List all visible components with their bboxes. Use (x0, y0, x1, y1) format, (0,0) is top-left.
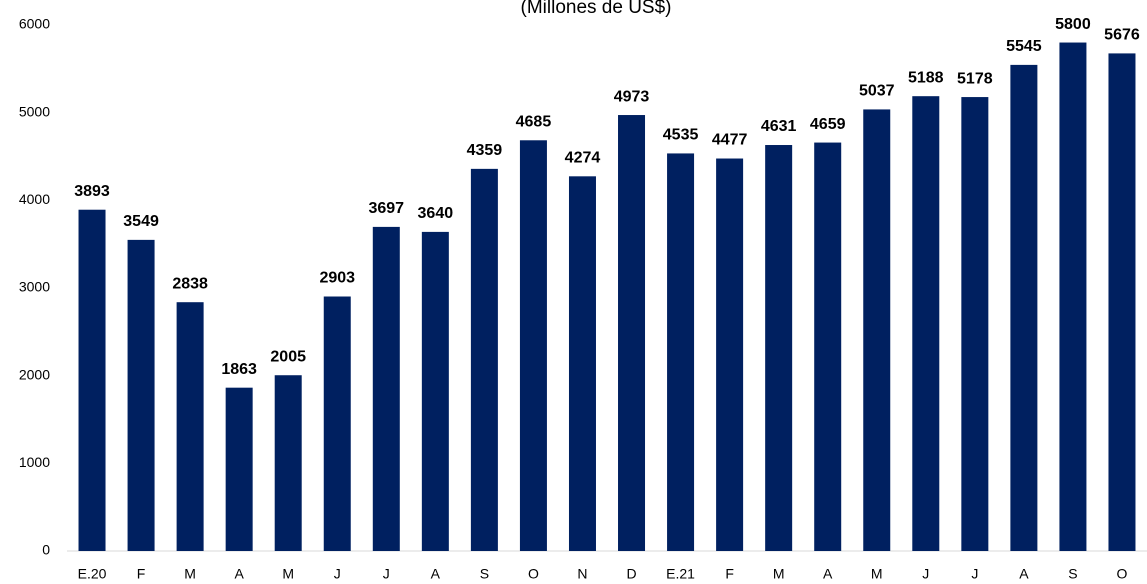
x-tick-label: J (383, 566, 390, 582)
bar (176, 302, 204, 551)
x-tick-label: J (922, 566, 929, 582)
x-tick-label: J (334, 566, 341, 582)
bar (765, 145, 793, 551)
x-tick-label: M (184, 566, 196, 582)
bar (568, 176, 596, 551)
bar (372, 226, 400, 551)
value-label: 4535 (663, 127, 699, 144)
x-tick-label: A (1019, 566, 1029, 582)
y-tick-label: 5000 (19, 103, 50, 119)
value-label: 2903 (319, 270, 355, 287)
value-label: 3893 (74, 183, 110, 200)
bar (323, 296, 351, 551)
x-tick-label: E.20 (78, 566, 107, 582)
value-label: 5676 (1104, 27, 1140, 44)
x-tick-label: F (725, 566, 734, 582)
x-tick-label: F (137, 566, 146, 582)
y-tick-label: 3000 (19, 279, 50, 295)
bar (225, 387, 253, 551)
value-label: 4359 (467, 142, 503, 159)
bar (1010, 64, 1038, 551)
value-label: 5545 (1006, 38, 1042, 55)
value-label: 2838 (172, 275, 208, 292)
x-tick-label: M (773, 566, 785, 582)
value-label: 4631 (761, 118, 797, 135)
x-tick-label: A (431, 566, 441, 582)
bar (421, 231, 449, 552)
x-tick-label: O (1117, 566, 1128, 582)
value-label: 1863 (221, 361, 257, 378)
y-tick-label: 6000 (19, 16, 50, 32)
value-label: 3640 (418, 205, 454, 222)
bar (814, 142, 842, 551)
x-tick-label: M (282, 566, 294, 582)
value-label: 4973 (614, 88, 650, 105)
x-tick-label: E.21 (666, 566, 695, 582)
bar (618, 115, 646, 552)
value-label: 3549 (123, 213, 159, 230)
value-label: 2005 (270, 348, 306, 365)
bar (1108, 53, 1136, 552)
x-tick-label: D (626, 566, 636, 582)
x-tick-label: S (480, 566, 489, 582)
value-label: 4477 (712, 132, 748, 149)
bar (470, 168, 498, 551)
value-label: 4659 (810, 116, 846, 133)
bar (863, 109, 891, 551)
x-tick-label: A (823, 566, 833, 582)
bar (1059, 42, 1087, 552)
x-tick-label: A (234, 566, 244, 582)
value-label: 4685 (516, 114, 552, 131)
bar (78, 209, 106, 551)
x-tick-label: M (871, 566, 883, 582)
x-tick-label: J (971, 566, 978, 582)
x-tick-label: N (577, 566, 587, 582)
chart-subtitle: (Millones de US$) (521, 0, 672, 18)
bar (961, 97, 989, 551)
value-label: 5037 (859, 83, 895, 100)
y-tick-label: 2000 (19, 366, 50, 382)
y-tick-label: 0 (42, 542, 50, 558)
bar (667, 153, 695, 551)
y-tick-label: 4000 (19, 191, 50, 207)
value-label: 4274 (565, 150, 601, 167)
value-label: 5178 (957, 70, 993, 87)
x-tick-label: S (1068, 566, 1077, 582)
bar (274, 375, 302, 551)
bar (127, 239, 155, 551)
y-tick-label: 1000 (19, 454, 50, 470)
bar (519, 140, 547, 551)
bar (716, 158, 744, 551)
x-tick-label: O (528, 566, 539, 582)
value-label: 5188 (908, 69, 944, 86)
bar (912, 96, 940, 551)
value-label: 5800 (1055, 16, 1091, 33)
value-label: 3697 (368, 200, 404, 217)
